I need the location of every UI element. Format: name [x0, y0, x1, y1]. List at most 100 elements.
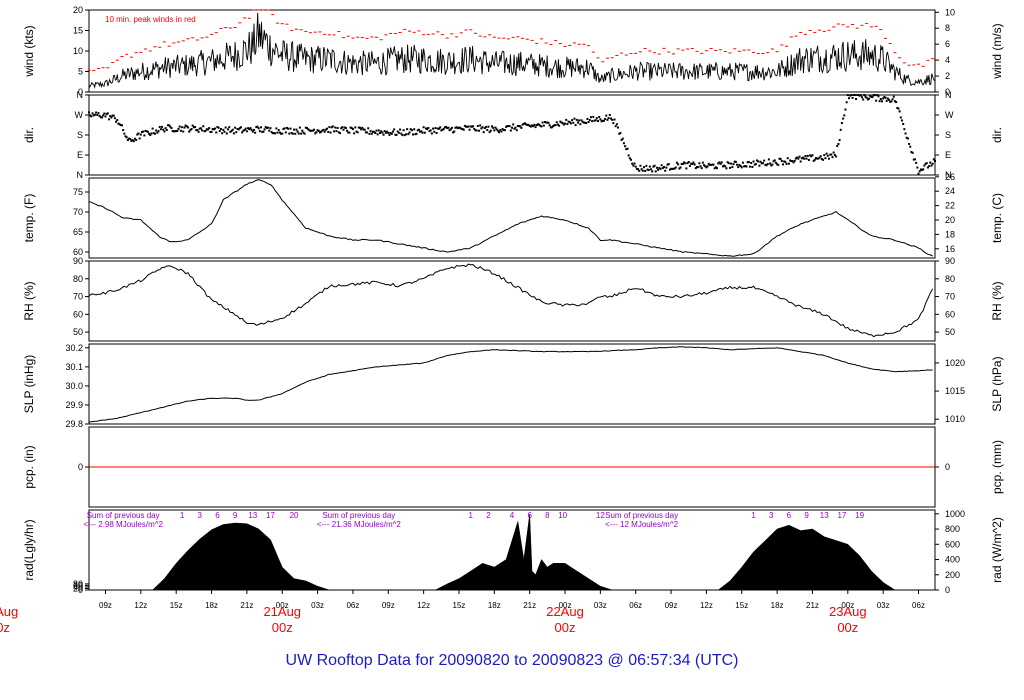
dir-point [410, 129, 413, 132]
dir-point [876, 94, 879, 96]
dir-point [906, 137, 909, 140]
time-tick-label: 18z [205, 601, 218, 610]
dir-point [197, 130, 200, 133]
dir-point [125, 136, 128, 139]
dir-point [349, 126, 352, 129]
dir-point [820, 157, 823, 160]
dir-point [331, 125, 334, 128]
dir-point [692, 161, 695, 164]
dir-point [864, 95, 867, 98]
time-tick-label: 06z [912, 601, 925, 610]
dir-point [371, 130, 374, 133]
dir-point [429, 129, 432, 132]
dir-point [520, 126, 523, 129]
dir-point [549, 126, 552, 129]
dir-point [161, 125, 164, 128]
dir-point [743, 165, 746, 168]
dir-point [184, 124, 187, 127]
dir-point [521, 123, 524, 126]
dir-point [615, 123, 618, 126]
dir-point [216, 125, 219, 128]
dir-point [402, 129, 405, 132]
day-label-time: 00z [837, 620, 858, 635]
dir-point [126, 139, 129, 142]
dir-point [513, 127, 516, 130]
dir-point [128, 137, 131, 140]
dir-point [239, 126, 242, 129]
dir-point [413, 128, 416, 131]
dir-point [846, 94, 849, 96]
dir-point [181, 126, 184, 129]
dir-point [581, 120, 584, 123]
dir-point [256, 125, 259, 128]
dir-point [183, 126, 186, 129]
dir-point [691, 163, 694, 166]
dir-point [794, 157, 797, 160]
dir-point [533, 123, 536, 126]
rad-area [151, 513, 896, 591]
dir-point [816, 157, 819, 160]
dir-point [460, 127, 463, 130]
slp-panel-frame [88, 343, 936, 425]
dir-point [380, 130, 383, 133]
temp-left-tick-label: 70 [73, 207, 83, 217]
dir-point [493, 129, 496, 132]
dir-point [188, 130, 191, 133]
rad-right-tick-label: 600 [945, 539, 960, 549]
rh-left-axis-label: RH (%) [22, 281, 36, 320]
dir-point [911, 151, 914, 154]
rh-right-tick-label: 50 [945, 327, 955, 337]
rad-right-tick-label: 200 [945, 570, 960, 580]
dir-point [515, 129, 518, 132]
dir-point [499, 129, 502, 132]
dir-point [99, 116, 102, 119]
dir-right-tick-label: W [945, 110, 954, 120]
dir-point [573, 117, 576, 120]
dir-point [390, 132, 393, 135]
dir-point [819, 155, 822, 158]
dir-point [474, 129, 477, 132]
dir-point [592, 115, 595, 118]
slp-left-tick-label: 30.0 [65, 381, 83, 391]
dir-point [243, 129, 246, 132]
dir-point [104, 115, 107, 118]
dir-point [683, 161, 686, 164]
pcp-left-tick-label: 0 [78, 462, 83, 472]
dir-point [272, 132, 275, 135]
dir-right-tick-label: E [945, 150, 951, 160]
dir-point [582, 121, 585, 124]
dir-point [514, 126, 517, 129]
dir-point [589, 116, 592, 119]
time-tick-label: 12z [134, 601, 147, 610]
dir-point [650, 168, 653, 171]
dir-point [144, 129, 147, 132]
dir-point [802, 156, 805, 159]
dir-point [543, 121, 546, 124]
dir-point [708, 163, 711, 166]
dir-point [512, 123, 515, 126]
dir-point [204, 129, 207, 132]
dir-point [361, 126, 364, 129]
dir-point [434, 127, 437, 130]
slp-left-axis-label: SLP (inHg) [22, 355, 36, 413]
dir-point [903, 128, 906, 131]
dir-point [403, 134, 406, 137]
dir-point [468, 128, 471, 131]
day-label-time: 00z [555, 620, 576, 635]
dir-point [341, 126, 344, 129]
dir-point [665, 166, 668, 169]
dir-point [723, 164, 726, 167]
dir-point [294, 132, 297, 135]
dir-point [714, 166, 717, 169]
time-tick-label: 00z [559, 601, 572, 610]
dir-point [428, 130, 431, 133]
dir-point [541, 121, 544, 124]
dir-point [527, 123, 530, 126]
dir-right-tick-label: S [945, 130, 951, 140]
dir-point [528, 124, 531, 127]
wind-left-tick-label: 15 [73, 26, 83, 36]
dir-point [633, 162, 636, 165]
rad-annotation-sub: <--- 21.36 MJoules/m^2 [317, 520, 402, 529]
dir-point [298, 126, 301, 129]
time-tick-label: 21z [523, 601, 536, 610]
